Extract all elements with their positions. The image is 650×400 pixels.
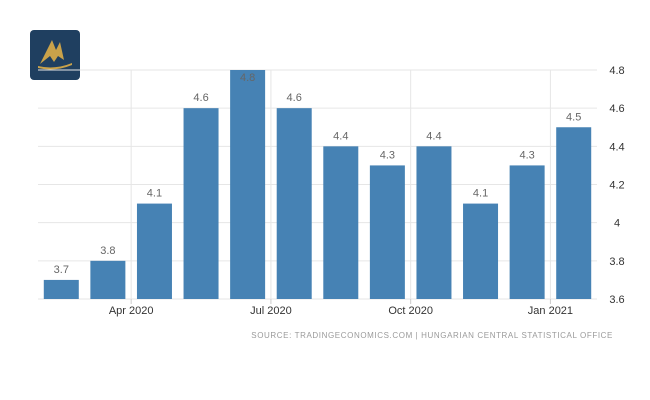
x-tick-label: Jul 2020 [250,305,292,317]
bar [416,146,452,299]
y-tick-label: 4.2 [609,180,624,192]
bar-value-label: 4.3 [519,149,534,161]
x-tick-label: Oct 2020 [388,305,433,317]
bar-value-label: 4.4 [333,130,348,142]
y-tick-label: 3.8 [609,256,624,268]
bar-value-label: 3.8 [100,245,115,257]
bar [136,203,172,299]
x-tick-label: Jan 2021 [528,305,573,317]
bar-value-label: 4.3 [380,149,395,161]
bar [369,165,405,299]
source-note: SOURCE: TRADINGECONOMICS.COM | HUNGARIAN… [251,331,613,340]
bar-value-label: 4.5 [566,111,581,123]
bar [463,203,499,299]
x-tick-label: Apr 2020 [109,305,154,317]
bar [276,108,312,300]
y-tick-label: 4.4 [609,141,624,153]
bar [556,127,592,299]
y-axis: 3.6 3.8 4 4.2 4.4 4.6 4.8 [609,65,624,306]
data-labels: 3.7 3.8 4.1 4.6 4.8 4.6 4.4 4.3 4.4 4.1 4.3 4.5 [54,72,582,276]
y-tick-label: 3.6 [609,294,624,306]
y-tick-label: 4.8 [609,65,624,77]
bar-value-label: 4.4 [426,130,441,142]
bar [509,165,545,299]
bar-value-label: 4.6 [287,92,302,104]
bar [230,70,266,299]
bar-value-label: 3.7 [54,264,69,276]
bar-value-label: 4.8 [240,72,255,84]
bar [183,108,219,300]
bar [323,146,359,299]
y-tick-label: 4 [614,218,620,230]
bars [43,70,592,300]
bar-value-label: 4.1 [147,188,162,200]
bar-value-label: 4.1 [473,188,488,200]
x-axis: Apr 2020 Jul 2020 Oct 2020 Jan 2021 [109,299,573,317]
gold-bird-logo-icon [30,30,80,80]
bar [43,279,79,299]
y-tick-label: 4.6 [609,103,624,115]
bar [90,260,126,299]
bar-value-label: 4.6 [193,92,208,104]
